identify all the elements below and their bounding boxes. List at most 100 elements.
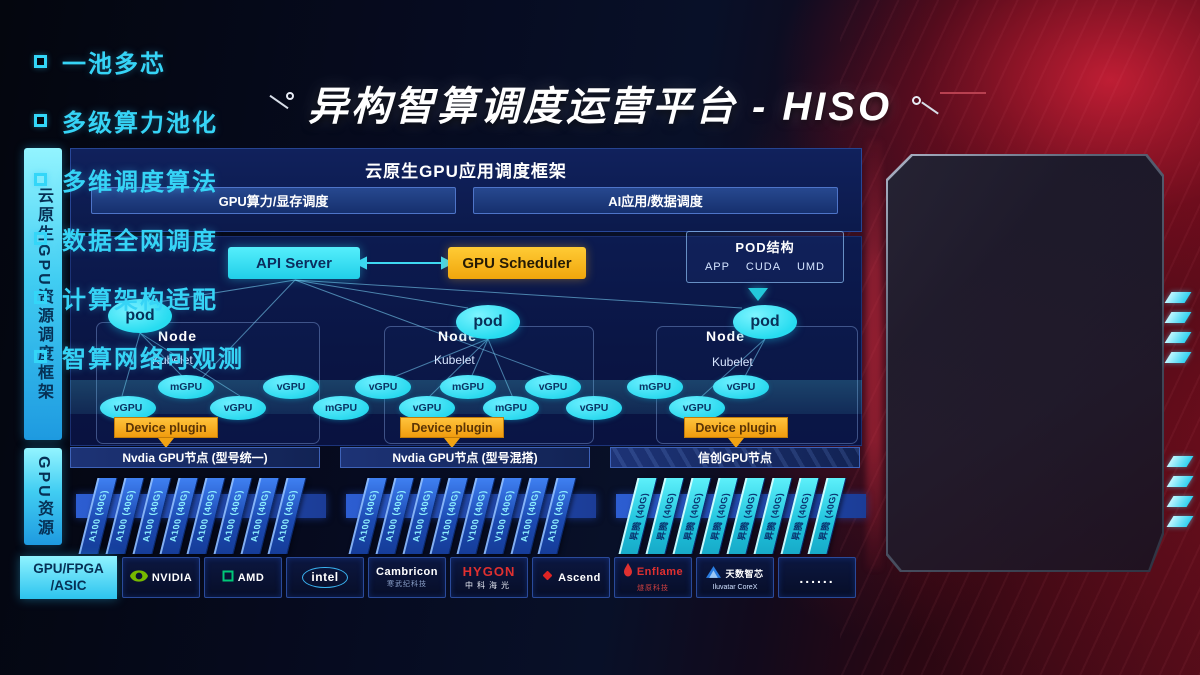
gpu-node-bar-3: 信创GPU节点 bbox=[610, 447, 860, 468]
hazard-stripe-icon bbox=[1166, 496, 1194, 507]
vgpu-oval: vGPU bbox=[713, 375, 769, 399]
vgpu-oval: vGPU bbox=[525, 375, 581, 399]
feature-text: 一池多芯 bbox=[62, 51, 166, 78]
vgpu-oval: vGPU bbox=[100, 396, 156, 420]
hazard-stripe-icon bbox=[1164, 312, 1192, 323]
hazard-stripe-icon bbox=[1164, 292, 1192, 303]
hardware-type-line2: /ASIC bbox=[50, 577, 87, 593]
device-plugin-arrow-icon-3 bbox=[728, 438, 744, 448]
gpu-compute-scheduling-bar: GPU算力/显存调度 bbox=[91, 187, 456, 214]
mgpu-oval: mGPU bbox=[313, 396, 369, 420]
device-plugin-2: Device plugin bbox=[400, 417, 504, 438]
vendor-box-dots: ...... bbox=[778, 557, 856, 598]
node-label-3: Node bbox=[706, 328, 745, 344]
api-server-box: API Server bbox=[228, 247, 360, 279]
vendor-subname: 中科海光 bbox=[465, 581, 513, 590]
nvidia-icon bbox=[129, 569, 148, 587]
vgpu-oval: vGPU bbox=[210, 396, 266, 420]
app-scheduling-panel: 云原生GPU应用调度框架 GPU算力/显存调度 AI应用/数据调度 bbox=[70, 148, 862, 232]
pod-oval-1: pod bbox=[108, 299, 172, 333]
pod-item-app: APP bbox=[704, 261, 730, 273]
gpu-scheduler-box: GPU Scheduler bbox=[448, 247, 586, 279]
vgpu-oval: vGPU bbox=[399, 396, 455, 420]
hazard-stripe-icon bbox=[1164, 332, 1192, 343]
feature-panel-border bbox=[886, 154, 1164, 572]
device-plugin-3: Device plugin bbox=[684, 417, 788, 438]
device-plugin-arrow-icon-1 bbox=[158, 438, 174, 448]
pod-structure-title: POD结构 bbox=[735, 240, 795, 255]
title-right-ornament-icon bbox=[912, 96, 921, 105]
vendor-name: AMD bbox=[237, 571, 265, 584]
vendor-box-enflame: Enflame 燧原科技 bbox=[614, 557, 692, 598]
square-bullet-icon bbox=[34, 232, 47, 245]
app-scheduling-title: 云原生GPU应用调度框架 bbox=[365, 162, 567, 181]
pod-structure-down-arrow-icon bbox=[748, 288, 768, 301]
pod-oval-3: pod bbox=[733, 305, 797, 339]
vendor-box-cambricon: Cambricon 寒武纪科技 bbox=[368, 557, 446, 598]
vendor-box-ascend: Ascend bbox=[532, 557, 610, 598]
feature-item-6: 智算网络可观测 bbox=[34, 339, 254, 374]
hazard-stripe-icon bbox=[1164, 352, 1192, 363]
mgpu-oval: mGPU bbox=[627, 375, 683, 399]
sidebar-gpu-text: GPU资源 bbox=[35, 455, 52, 538]
vendor-name: ...... bbox=[799, 569, 835, 586]
vendor-name: 天数智芯 bbox=[725, 569, 764, 579]
vendor-box-nvidia: NVIDIA bbox=[122, 557, 200, 598]
vgpu-oval: vGPU bbox=[566, 396, 622, 420]
feature-list: 一池多芯 多级算力池化 多维调度算法 数据全网调度 计算架构适配 智算网络可观测 bbox=[34, 44, 254, 374]
vendor-name: Enflame bbox=[636, 566, 684, 578]
vgpu-oval: vGPU bbox=[669, 396, 725, 420]
amd-icon bbox=[222, 569, 234, 587]
kubelet-label-2: Kubelet bbox=[434, 353, 475, 367]
gpu-node-bar-1: Nvdia GPU节点 (型号统一) bbox=[70, 447, 320, 468]
feature-item-3: 多维调度算法 bbox=[34, 162, 254, 197]
mgpu-oval: mGPU bbox=[158, 375, 214, 399]
vendor-name: Ascend bbox=[558, 571, 601, 584]
feature-text: 多维调度算法 bbox=[62, 169, 218, 196]
square-bullet-icon bbox=[34, 173, 47, 186]
vendor-box-amd: AMD bbox=[204, 557, 282, 598]
square-bullet-icon bbox=[34, 114, 47, 127]
device-plugin-arrow-icon-2 bbox=[444, 438, 460, 448]
vgpu-oval: vGPU bbox=[263, 375, 319, 399]
vendor-subname: 寒武纪科技 bbox=[387, 581, 427, 588]
mgpu-oval: mGPU bbox=[440, 375, 496, 399]
device-plugin-1: Device plugin bbox=[114, 417, 218, 438]
node-label-1: Node bbox=[158, 328, 197, 344]
pod-item-cuda: CUDA bbox=[745, 261, 782, 273]
vendor-box-iluvatar: 天数智芯 Iluvatar CoreX bbox=[696, 557, 774, 598]
feature-text: 数据全网调度 bbox=[62, 228, 218, 255]
feature-text: 智算网络可观测 bbox=[62, 346, 244, 373]
hazard-stripe-icon bbox=[1166, 476, 1194, 487]
feature-item-4: 数据全网调度 bbox=[34, 221, 254, 256]
kubelet-label-3: Kubelet bbox=[712, 355, 753, 369]
mgpu-oval: mGPU bbox=[483, 396, 539, 420]
kubelet-label-1: Kubelet bbox=[152, 353, 193, 367]
vendor-name: NVIDIA bbox=[151, 571, 193, 584]
title-right-dash bbox=[940, 92, 986, 94]
vendor-name: Cambricon bbox=[376, 566, 438, 578]
page-title: 异构智算调度运营平台 - HISO bbox=[307, 85, 893, 129]
title-left-ornament-icon bbox=[286, 92, 294, 100]
ascend-icon bbox=[541, 569, 554, 587]
feature-item-2: 多级算力池化 bbox=[34, 103, 254, 138]
sidebar-gpu-label: GPU资源 bbox=[24, 448, 62, 545]
ai-data-scheduling-bar: AI应用/数据调度 bbox=[473, 187, 838, 214]
square-bullet-icon bbox=[34, 291, 47, 304]
hazard-stripe-icon bbox=[1166, 456, 1194, 467]
vendor-subname: Iluvatar CoreX bbox=[712, 583, 758, 591]
vgpu-oval: vGPU bbox=[355, 375, 411, 399]
square-bullet-icon bbox=[34, 55, 47, 68]
vendor-name: HYGON bbox=[462, 564, 516, 579]
square-bullet-icon bbox=[34, 350, 47, 363]
gpu-node-bar-2: Nvdia GPU节点 (型号混搭) bbox=[340, 447, 590, 468]
hazard-stripe-icon bbox=[1166, 516, 1194, 527]
pod-item-umd: UMD bbox=[796, 261, 826, 273]
vendor-name: intel bbox=[302, 567, 348, 588]
vendor-box-hygon: HYGON 中科海光 bbox=[450, 557, 528, 598]
vendor-subname: 燧原科技 bbox=[637, 584, 669, 592]
hardware-type-line1: GPU/FPGA bbox=[33, 560, 104, 576]
pod-oval-2: pod bbox=[456, 305, 520, 339]
feature-item-1: 一池多芯 bbox=[34, 44, 254, 79]
